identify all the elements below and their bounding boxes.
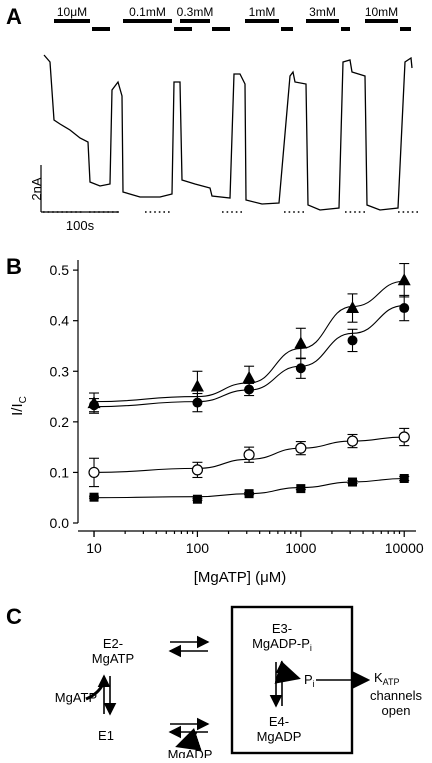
data-point-circle <box>89 400 100 411</box>
data-point-triangle <box>397 273 411 286</box>
data-point-triangle <box>346 301 360 314</box>
arrow-mgadp-release <box>175 727 202 751</box>
data-point-open-circle <box>88 466 100 479</box>
dose-response-chart: B 0.0 0.1 0.2 0.3 0.4 0.5 10 100 1000 10000 [MgAT… <box>6 254 424 586</box>
concentration-label: 10mM <box>365 5 398 19</box>
data-point-square <box>296 484 306 494</box>
x-tick-label: 10 <box>86 540 102 556</box>
label-katp: KATP <box>374 670 400 687</box>
data-point-circle <box>347 335 358 346</box>
data-point-circle <box>192 397 203 408</box>
y-tick-label: 0.3 <box>50 363 70 379</box>
panel-c-letter: C <box>6 604 22 629</box>
panel-b: B 0.0 0.1 0.2 0.3 0.4 0.5 10 100 1000 10000 [MgAT… <box>0 244 432 596</box>
data-markers <box>87 273 411 504</box>
concentration-labels: 10μM 0.1mM 0.3mM 1mM 3mM 10mM <box>57 5 398 19</box>
scale-current-label: 2nA <box>29 177 44 200</box>
label-mgadp: MgADP <box>168 747 213 758</box>
data-point-open-circle <box>191 464 204 476</box>
panel-a-letter: A <box>6 4 22 29</box>
concentration-label: 3mM <box>309 5 336 19</box>
data-point-triangle <box>190 379 204 392</box>
data-point-square <box>399 473 409 483</box>
y-tick-label: 0.4 <box>50 313 70 329</box>
arrow-mgatp-binding <box>85 683 105 701</box>
state-e3-sub: i <box>310 643 312 653</box>
label-pi-sub: i <box>313 679 315 689</box>
y-tick-label: 0.0 <box>50 515 70 531</box>
scale-time-label: 100s <box>66 218 95 233</box>
y-axis-label-main: I/I <box>9 403 26 416</box>
data-point-square <box>348 477 358 487</box>
label-open: open <box>382 703 411 718</box>
state-e3-line1: E3- <box>272 621 292 636</box>
label-katp-sub: ATP <box>383 677 400 687</box>
concentration-label: 0.3mM <box>177 5 214 19</box>
current-trace-figure: A 10μM 0.1mM 0.3mM 1mM 3mM 10mM 2nA 100s <box>6 4 420 233</box>
label-pi: Pi <box>304 672 315 689</box>
data-point-open-circle <box>398 431 410 443</box>
application-bars <box>54 19 411 31</box>
state-e2-line2: MgATP <box>92 651 134 666</box>
y-axis-label-sub: C <box>18 396 29 403</box>
y-tick-label: 0.1 <box>50 464 70 480</box>
label-channels: channels <box>370 688 423 703</box>
panel-b-letter: B <box>6 254 22 279</box>
y-axis-label: I/IC <box>9 396 29 416</box>
x-tick-label: 100 <box>186 540 210 556</box>
x-tick-label: 1000 <box>285 540 316 556</box>
panel-a: A 10μM 0.1mM 0.3mM 1mM 3mM 10mM 2nA 100s <box>0 0 432 244</box>
data-point-open-circle <box>243 449 255 461</box>
data-point-square <box>244 489 254 499</box>
data-point-open-circle <box>346 435 359 447</box>
current-trace <box>43 54 413 211</box>
state-e3-line2-text: MgADP-P <box>252 636 310 651</box>
x-tick-label: 10000 <box>385 540 424 556</box>
state-e2-line1: E2- <box>103 636 123 651</box>
data-point-triangle <box>242 370 256 383</box>
state-e4-line2: MgADP <box>257 729 302 744</box>
state-e1: E1 <box>98 728 114 743</box>
concentration-label: 1mM <box>249 5 276 19</box>
data-point-circle <box>244 384 255 395</box>
scale-bar: 2nA 100s <box>29 165 119 233</box>
label-mgatp: MgATP <box>55 690 97 705</box>
data-point-square <box>89 492 99 502</box>
data-point-triangle <box>294 336 308 349</box>
concentration-label: 0.1mM <box>129 5 166 19</box>
y-tick-label: 0.2 <box>50 414 70 430</box>
panel-c: C E2- MgATP E1 E3- MgADP-Pi E4- MgADP Mg… <box>0 596 432 762</box>
label-pi-main: P <box>304 672 313 687</box>
kinetic-scheme: C E2- MgATP E1 E3- MgADP-Pi E4- MgADP Mg… <box>6 604 423 762</box>
chart-axes: 0.0 0.1 0.2 0.3 0.4 0.5 10 100 1000 10000 <box>50 260 424 556</box>
x-axis-label: [MgATP] (μM) <box>194 569 287 586</box>
data-point-open-circle <box>295 442 307 454</box>
data-point-circle <box>295 363 306 374</box>
concentration-label: 10μM <box>57 5 87 19</box>
arrow-pi-release <box>274 660 301 684</box>
data-point-circle <box>399 303 410 314</box>
state-e4-line1: E4- <box>269 714 289 729</box>
label-katp-main: K <box>374 670 383 685</box>
data-point-square <box>192 494 202 504</box>
fit-curve <box>94 304 405 408</box>
y-tick-label: 0.5 <box>50 262 70 278</box>
state-e3-line2: MgADP-Pi <box>252 636 312 653</box>
